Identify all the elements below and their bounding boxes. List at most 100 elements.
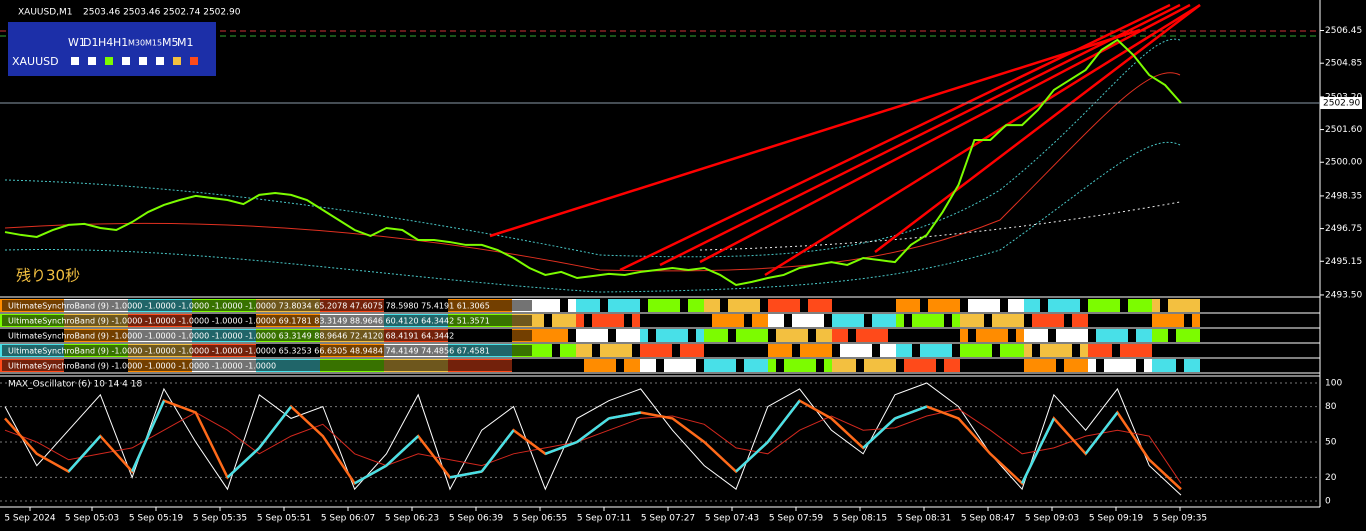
band-label-bg	[2, 360, 532, 371]
band-cell	[744, 299, 752, 312]
band-cell	[832, 359, 840, 372]
band-cell	[952, 329, 960, 342]
band-cell	[1048, 344, 1056, 357]
band-cell	[1120, 314, 1128, 327]
band-cell	[1128, 344, 1136, 357]
band-label-bg	[2, 315, 532, 326]
band-cell	[1088, 344, 1096, 357]
band-cell	[872, 314, 880, 327]
band-cell	[1136, 314, 1144, 327]
band-cell	[976, 314, 984, 327]
band-cell	[1136, 299, 1144, 312]
band-cell	[1072, 314, 1080, 327]
x-tick-label: 5 Sep 05:03	[65, 514, 119, 524]
band-cell	[616, 329, 624, 342]
band-cell	[608, 344, 616, 357]
band-cell	[888, 314, 896, 327]
band-cell	[616, 344, 624, 357]
moving-average	[699, 201, 1181, 251]
band-cell	[896, 329, 904, 342]
band-cell	[576, 329, 584, 342]
oscillator-rise	[226, 446, 261, 479]
band-cell	[1168, 299, 1176, 312]
band-cell	[696, 329, 704, 342]
band-cell	[920, 344, 928, 357]
band-cell	[704, 299, 712, 312]
band-cell	[592, 299, 600, 312]
band-cell	[952, 314, 960, 327]
header-symbol: XAUUSD,M1	[18, 8, 73, 18]
band-cell	[536, 329, 544, 342]
band-cell	[824, 299, 832, 312]
band-cell	[1080, 314, 1088, 327]
band-cell	[560, 359, 568, 372]
band-cell	[1048, 299, 1056, 312]
band-cell	[864, 299, 872, 312]
band-cell	[800, 329, 808, 342]
band-cell	[1176, 344, 1184, 357]
band-cell	[712, 299, 720, 312]
band-cell	[624, 344, 632, 357]
band-cell	[984, 299, 992, 312]
band-cell	[584, 344, 592, 357]
y-tick-label: 2496.75	[1325, 224, 1362, 234]
band-cell	[1120, 359, 1128, 372]
band-cell	[760, 344, 768, 357]
band-cell	[904, 359, 912, 372]
oscillator-rise	[862, 417, 896, 449]
band-cell	[1160, 314, 1168, 327]
band-label-bg	[2, 330, 532, 341]
timeframe-signal	[156, 57, 164, 65]
band-cell	[656, 344, 664, 357]
band-cell	[784, 299, 792, 312]
band-cell	[704, 329, 712, 342]
band-cell	[656, 314, 664, 327]
band-cell	[648, 344, 656, 357]
band-cell	[832, 314, 840, 327]
band-cell	[704, 344, 712, 357]
band-cell	[608, 314, 616, 327]
band-cell	[1160, 359, 1168, 372]
band-cell	[648, 299, 656, 312]
band-cell	[632, 299, 640, 312]
band-cell	[1032, 299, 1040, 312]
band-cell	[752, 299, 760, 312]
oscillator-rise	[894, 405, 928, 420]
band-cell	[1016, 329, 1024, 342]
band-cell	[808, 299, 816, 312]
timeframe: H4	[98, 36, 113, 49]
x-tick-label: 5 Sep 07:59	[769, 514, 824, 524]
panel-symbol: XAUUSD	[12, 55, 59, 68]
band-cell	[680, 344, 688, 357]
timeframe: M30	[128, 39, 145, 48]
band-label-bg	[2, 300, 532, 311]
band-cell	[800, 344, 808, 357]
band-cell	[864, 359, 872, 372]
band-cell	[1064, 329, 1072, 342]
y-tick-label: 50	[1325, 438, 1337, 448]
band-cell	[1184, 329, 1192, 342]
oscillator-rise	[576, 417, 610, 444]
band-cell	[784, 359, 792, 372]
band-cell	[536, 344, 544, 357]
band-cell	[576, 299, 584, 312]
oscillator-rise	[766, 399, 801, 443]
band-cell	[1168, 344, 1176, 357]
band-cell	[672, 299, 680, 312]
band-cell	[840, 314, 848, 327]
band-cell	[1112, 329, 1120, 342]
band-cell	[568, 359, 576, 372]
band-cell	[1056, 314, 1064, 327]
band-cell	[928, 344, 936, 357]
band-label-bg	[2, 345, 532, 356]
band-cell	[792, 299, 800, 312]
band-cell	[1128, 359, 1136, 372]
x-tick-label: 5 Sep 05:19	[129, 514, 184, 524]
band-cell	[752, 359, 760, 372]
band-cell	[984, 344, 992, 357]
band-cell	[1008, 359, 1016, 372]
band-cell	[1000, 344, 1008, 357]
oscillator-rise	[608, 411, 641, 420]
moving-average	[4, 72, 1181, 272]
y-tick-label: 80	[1325, 402, 1337, 412]
